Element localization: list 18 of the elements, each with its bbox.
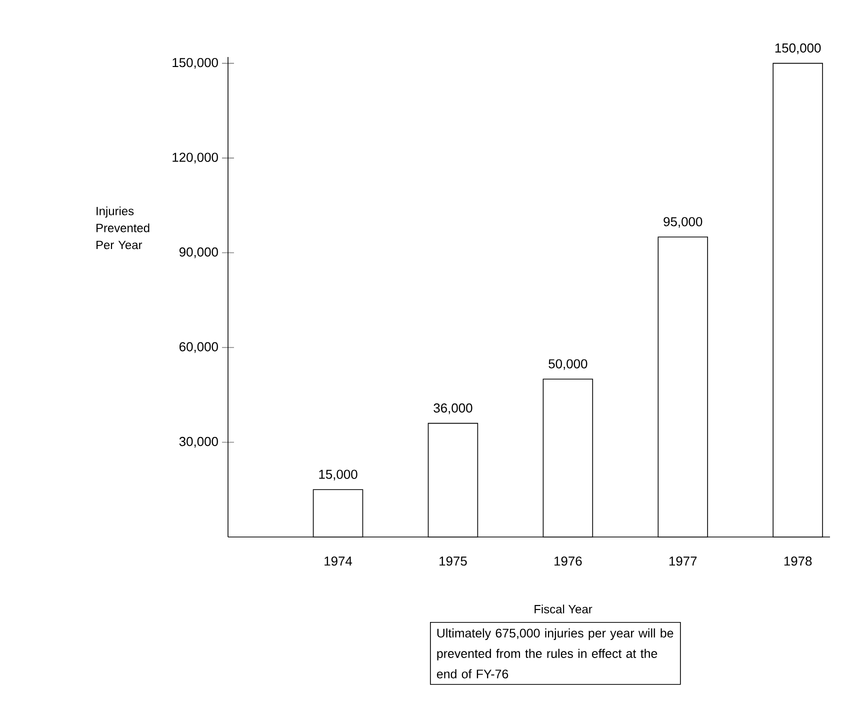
x-tick-label: 1978	[784, 556, 812, 566]
data-label: 50,000	[548, 359, 588, 370]
y-tick-label: 30,000	[179, 436, 218, 448]
y-tick-label: 150,000	[172, 58, 218, 69]
data-label: 15,000	[319, 470, 358, 480]
x-tick-label: 1977	[669, 556, 697, 566]
x-tick-label: 1976	[554, 556, 582, 566]
y-tick-label: 60,000	[180, 342, 218, 353]
data-label: 150,000	[775, 43, 821, 54]
x-tick-label: 1974	[324, 556, 352, 566]
y-tick-label: 120,000	[172, 152, 218, 164]
y-axis-title: Injuries Prevented Per Year	[96, 206, 150, 250]
y-tick-label: 90,000	[179, 247, 218, 258]
x-axis-title: Fiscal Year	[534, 604, 592, 614]
x-tick-label: 1975	[440, 556, 467, 566]
text: Ultimately 675,000 injuries per year will be prevented from the rules in effect at the end of FY-76	[436, 628, 674, 678]
data-label: 95,000	[664, 217, 702, 228]
data-label: 36,000	[434, 403, 472, 414]
